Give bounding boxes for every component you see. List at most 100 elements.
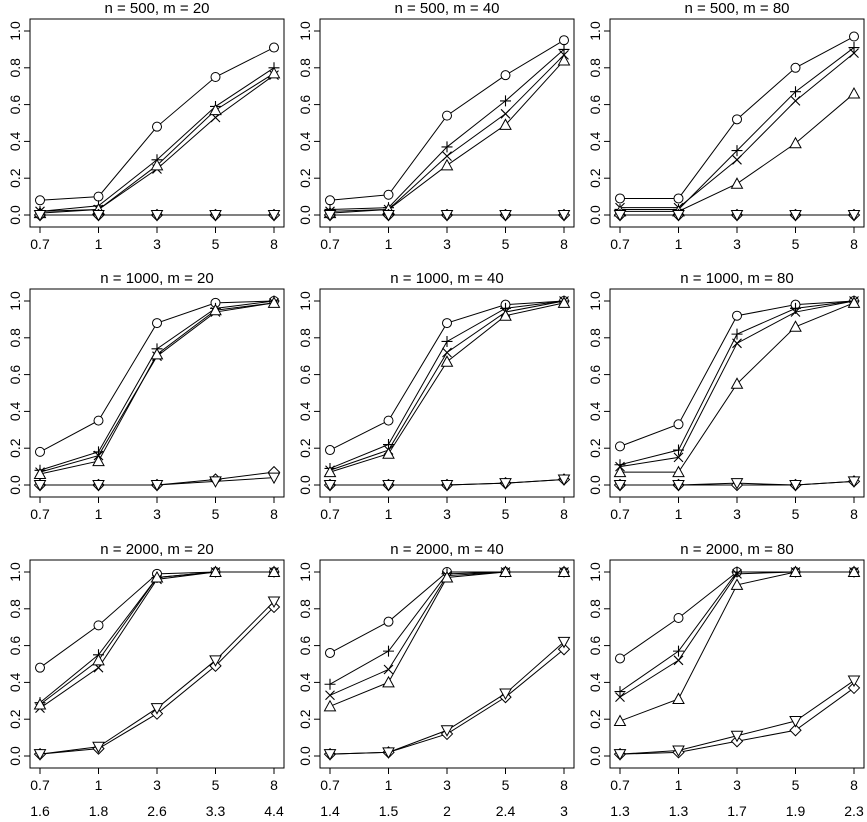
point-triangle-up bbox=[440, 570, 454, 583]
point-triangle-down bbox=[33, 210, 47, 222]
chart-panel: n = 2000, m = 20 0.0 0.2 0.4 0.6 0.8 1.0 0.7 1.6… bbox=[7, 541, 285, 819]
x-tick-label: 1 bbox=[95, 236, 103, 252]
point-triangle-down bbox=[267, 596, 281, 608]
point-plus bbox=[441, 141, 453, 153]
point-triangle-up bbox=[150, 347, 164, 360]
x-tick-label: 5 bbox=[792, 236, 800, 252]
point-circle bbox=[325, 445, 335, 456]
x-tick-label: 8 bbox=[850, 506, 858, 522]
y-tick-label: 0.6 bbox=[297, 636, 313, 656]
point-plus bbox=[731, 145, 743, 157]
series-line bbox=[329, 571, 564, 654]
point-diamond bbox=[789, 724, 802, 737]
point-triangle-up bbox=[323, 699, 337, 712]
y-tick-label: 0.2 bbox=[297, 168, 313, 188]
point-circle bbox=[325, 647, 335, 658]
point-triangle-down bbox=[557, 474, 571, 487]
series-line bbox=[329, 571, 564, 685]
point-triangle-up bbox=[150, 158, 164, 171]
y-tick-label: 0.8 bbox=[587, 58, 603, 78]
y-tick-label: 0.4 bbox=[297, 131, 313, 151]
y-tick-label: 0.8 bbox=[587, 328, 603, 348]
point-triangle-down bbox=[150, 703, 164, 715]
series-cross bbox=[325, 567, 569, 701]
panel-title: n = 500, m = 40 bbox=[394, 0, 499, 17]
series-triangle-down bbox=[613, 476, 861, 492]
y-tick-label: 0.0 bbox=[587, 746, 603, 766]
series-triangle-up bbox=[323, 53, 571, 219]
x-tick-label: 3 bbox=[153, 777, 161, 793]
series-triangle-down bbox=[323, 636, 571, 761]
series-line bbox=[39, 571, 274, 669]
series-triangle-up bbox=[323, 296, 571, 478]
point-triangle-up bbox=[672, 465, 685, 478]
x2-tick-label: 1.3 bbox=[669, 803, 689, 819]
point-triangle-down bbox=[730, 730, 744, 743]
y-tick-label: 0.8 bbox=[587, 599, 603, 619]
point-triangle-down bbox=[847, 210, 861, 222]
y-tick-label: 0.4 bbox=[7, 401, 23, 421]
series-circle bbox=[325, 296, 569, 456]
y-tick-label: 0.2 bbox=[297, 709, 313, 729]
point-triangle-up bbox=[92, 653, 105, 666]
point-triangle-up bbox=[33, 467, 47, 479]
x-tick-label: 1 bbox=[95, 777, 103, 793]
x-tick-label: 8 bbox=[850, 777, 858, 793]
point-triangle-down bbox=[789, 480, 802, 492]
point-triangle-down bbox=[789, 210, 802, 222]
point-cross bbox=[673, 452, 684, 463]
y-tick-label: 0.8 bbox=[297, 599, 313, 619]
y-tick-label: 0.2 bbox=[7, 438, 23, 458]
point-triangle-up bbox=[382, 675, 395, 688]
point-circle bbox=[383, 616, 394, 627]
x-tick-label: 3 bbox=[443, 506, 451, 522]
chart-panel: n = 500, m = 80 0.0 0.2 0.4 0.6 0.8 1.0 0.7 1 3 5 8 bbox=[587, 0, 865, 252]
x-tick-label: 0.7 bbox=[320, 236, 340, 252]
x2-tick-label: 3.3 bbox=[206, 803, 226, 819]
x2-tick-label: 1.4 bbox=[320, 803, 340, 819]
point-cross bbox=[849, 48, 859, 58]
point-triangle-up bbox=[440, 158, 454, 171]
point-cross bbox=[442, 347, 452, 358]
y-tick-label: 0.4 bbox=[7, 672, 23, 692]
x-tick-label: 5 bbox=[212, 506, 220, 522]
series-triangle-down bbox=[33, 472, 281, 492]
x2-tick-label: 1.9 bbox=[786, 803, 806, 819]
point-triangle-down bbox=[440, 480, 454, 492]
panel-title: n = 1000, m = 40 bbox=[390, 270, 503, 287]
point-circle bbox=[35, 662, 45, 673]
point-triangle-down bbox=[209, 476, 222, 488]
series-line bbox=[39, 571, 274, 705]
y-tick-label: 0.6 bbox=[7, 636, 23, 656]
x2-tick-label: 4.4 bbox=[264, 803, 284, 819]
y-tick-label: 0.6 bbox=[587, 636, 603, 656]
y-tick-label: 0.2 bbox=[7, 168, 23, 188]
point-triangle-down bbox=[267, 210, 281, 222]
series-cross bbox=[35, 70, 279, 217]
x-tick-label: 5 bbox=[212, 236, 220, 252]
point-cross bbox=[383, 664, 394, 675]
chart-panel: n = 1000, m = 20 0.0 0.2 0.4 0.6 0.8 1.0 0.7 1 3 5… bbox=[7, 270, 285, 522]
plot-frame bbox=[29, 559, 285, 769]
y-tick-label: 0.6 bbox=[7, 365, 23, 385]
y-tick-label: 0.6 bbox=[297, 95, 313, 115]
point-triangle-up bbox=[730, 578, 744, 590]
x-tick-label: 1 bbox=[385, 236, 393, 252]
point-triangle-up bbox=[847, 87, 861, 99]
series-triangle-up bbox=[323, 565, 571, 712]
point-triangle-down bbox=[382, 747, 395, 759]
x2-tick-label: 2.3 bbox=[844, 803, 864, 819]
point-plus bbox=[500, 95, 511, 107]
y-tick-label: 1.0 bbox=[587, 291, 603, 311]
series-diamond bbox=[613, 681, 861, 761]
x-tick-label: 8 bbox=[560, 236, 568, 252]
x-tick-label: 1 bbox=[675, 777, 683, 793]
panel-title: n = 2000, m = 80 bbox=[680, 541, 793, 558]
point-triangle-up bbox=[789, 565, 802, 577]
y-tick-label: 0.4 bbox=[297, 672, 313, 692]
point-triangle-up bbox=[440, 355, 454, 367]
y-tick-label: 0.0 bbox=[7, 746, 23, 766]
point-triangle-up bbox=[789, 136, 802, 149]
series-line bbox=[39, 302, 275, 473]
y-tick-label: 1.0 bbox=[297, 21, 313, 41]
